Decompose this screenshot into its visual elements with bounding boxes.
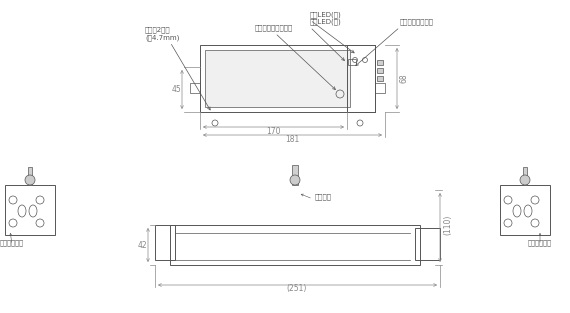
- Bar: [155, 225, 175, 260]
- Text: 取付穴2箇所: 取付穴2箇所: [145, 27, 170, 33]
- Bar: [415, 228, 440, 260]
- Bar: [348, 59, 356, 65]
- Bar: [523, 167, 527, 185]
- Bar: [377, 60, 383, 65]
- Text: 170: 170: [266, 126, 280, 136]
- Bar: [292, 165, 298, 185]
- Text: (110): (110): [443, 215, 453, 235]
- Bar: [347, 45, 375, 112]
- Circle shape: [25, 175, 35, 185]
- Text: (251): (251): [287, 285, 307, 294]
- Bar: [170, 225, 420, 265]
- Bar: [205, 50, 350, 107]
- Text: 受信LED(赤): 受信LED(赤): [310, 19, 342, 25]
- Text: 負荷側端子台: 負荷側端子台: [528, 240, 552, 246]
- Text: 電源側端子台: 電源側端子台: [0, 240, 24, 246]
- Circle shape: [290, 175, 300, 185]
- Text: 181: 181: [285, 135, 299, 143]
- Bar: [377, 68, 383, 73]
- Text: 42: 42: [137, 240, 147, 249]
- Text: モード切替スイッチ: モード切替スイッチ: [255, 25, 293, 31]
- Text: リセットスイッチ: リセットスイッチ: [400, 19, 434, 25]
- Circle shape: [520, 175, 530, 185]
- Text: 電源LED(緑): 電源LED(緑): [310, 12, 342, 18]
- Text: 45: 45: [172, 85, 182, 95]
- Text: 68: 68: [400, 73, 409, 83]
- Text: (径4.7mm): (径4.7mm): [145, 35, 180, 41]
- Bar: [5, 185, 55, 235]
- Bar: [500, 185, 550, 235]
- Bar: [375, 83, 385, 93]
- Bar: [28, 167, 32, 185]
- Bar: [200, 45, 375, 112]
- Text: アンテナ: アンテナ: [315, 194, 332, 200]
- Bar: [377, 76, 383, 81]
- Bar: [190, 83, 200, 93]
